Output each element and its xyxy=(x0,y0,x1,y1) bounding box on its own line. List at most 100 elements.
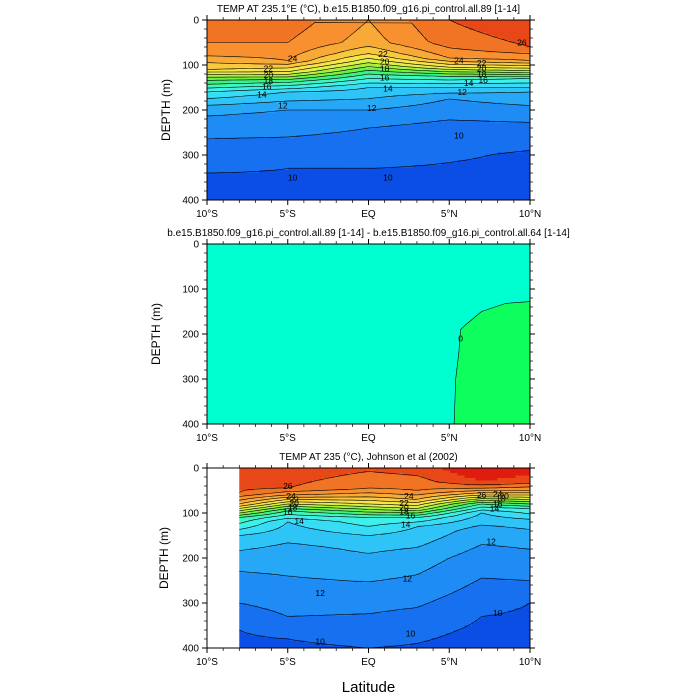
field-cell xyxy=(324,65,329,69)
field-cell xyxy=(408,182,414,186)
field-cell xyxy=(348,182,353,186)
field-cell xyxy=(307,72,313,76)
field-cell xyxy=(332,145,337,149)
field-cell xyxy=(396,192,402,196)
field-cell xyxy=(352,107,357,111)
field-cell xyxy=(437,192,442,196)
field-cell xyxy=(469,25,475,29)
field-cell xyxy=(404,50,410,54)
field-cell xyxy=(425,55,430,59)
field-cell xyxy=(263,127,269,131)
field-cell xyxy=(231,177,236,181)
field-cell xyxy=(473,112,479,116)
field-cell xyxy=(332,20,337,24)
field-cell xyxy=(275,185,281,189)
field-cell xyxy=(384,112,390,116)
field-cell xyxy=(219,147,224,151)
field-cell xyxy=(473,172,479,176)
field-cell xyxy=(219,55,224,59)
field-cell xyxy=(344,180,349,184)
field-cell xyxy=(433,62,438,66)
field-cell xyxy=(279,177,285,181)
field-cell xyxy=(239,160,244,164)
field-cell xyxy=(380,197,386,200)
field-cell xyxy=(485,47,491,51)
field-cell xyxy=(364,120,370,124)
field-cell xyxy=(465,175,471,179)
field-cell xyxy=(396,130,402,134)
field-cell xyxy=(287,125,293,129)
field-cell xyxy=(255,60,261,64)
field-cell xyxy=(219,60,224,64)
field-cell xyxy=(336,157,341,161)
field-cell xyxy=(303,102,309,106)
field-cell xyxy=(332,135,337,139)
field-cell xyxy=(473,27,479,31)
field-cell xyxy=(227,72,232,76)
field-cell xyxy=(299,132,305,136)
field-cell xyxy=(316,117,321,121)
field-cell xyxy=(368,75,374,79)
field-cell xyxy=(477,57,483,61)
field-cell xyxy=(267,22,273,26)
field-cell xyxy=(287,27,293,31)
field-cell xyxy=(449,92,454,96)
field-cell xyxy=(437,55,442,59)
field-cell xyxy=(275,102,281,106)
field-cell xyxy=(344,110,349,114)
field-cell xyxy=(449,57,454,61)
field-cell xyxy=(477,120,483,124)
field-cell xyxy=(465,132,471,136)
field-cell xyxy=(263,120,269,124)
field-cell xyxy=(376,85,382,89)
field-cell xyxy=(429,195,434,199)
field-cell xyxy=(465,30,471,34)
field-cell xyxy=(243,60,248,64)
field-cell xyxy=(267,127,273,131)
field-cell xyxy=(437,105,442,109)
field-cell xyxy=(239,67,244,71)
field-cell xyxy=(356,27,362,31)
field-cell xyxy=(429,122,434,126)
field-cell xyxy=(477,100,483,104)
field-cell xyxy=(299,125,305,129)
field-cell xyxy=(437,175,442,179)
field-cell xyxy=(425,182,430,186)
field-cell xyxy=(207,40,212,44)
field-cell xyxy=(299,47,305,51)
field-cell xyxy=(332,105,337,109)
field-cell xyxy=(243,127,248,131)
field-cell xyxy=(328,107,333,111)
field-cell xyxy=(473,187,479,191)
field-cell xyxy=(380,52,386,56)
field-cell xyxy=(348,162,353,166)
field-cell xyxy=(283,152,289,156)
field-cell xyxy=(259,72,265,76)
field-cell xyxy=(255,90,261,94)
field-cell xyxy=(461,172,466,176)
field-cell xyxy=(239,65,244,69)
field-cell xyxy=(372,135,378,139)
field-cell xyxy=(461,45,466,49)
field-cell xyxy=(368,137,374,141)
field-cell xyxy=(457,77,462,81)
field-cell xyxy=(340,137,345,141)
field-cell xyxy=(299,182,305,186)
field-cell xyxy=(299,25,305,29)
field-cell xyxy=(324,125,329,129)
field-cell xyxy=(231,122,236,126)
field-cell xyxy=(295,75,301,79)
field-cell xyxy=(477,117,483,121)
field-cell xyxy=(412,185,418,189)
field-cell xyxy=(324,182,329,186)
field-cell xyxy=(388,155,394,159)
field-cell xyxy=(275,75,281,79)
field-cell xyxy=(251,30,257,34)
field-cell xyxy=(235,120,240,124)
field-cell xyxy=(457,180,462,184)
field-cell xyxy=(291,145,297,149)
field-cell xyxy=(461,112,466,116)
field-cell xyxy=(239,145,244,149)
field-cell xyxy=(291,22,297,26)
field-cell xyxy=(396,115,402,119)
